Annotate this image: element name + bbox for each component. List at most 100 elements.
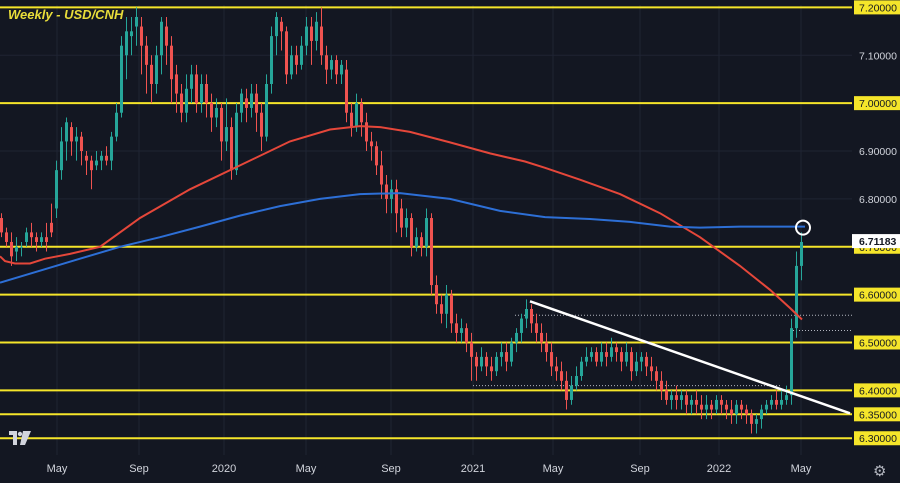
- price-tick-label: 6.50000: [859, 338, 897, 350]
- time-tick-label: Sep: [381, 463, 401, 475]
- candle-body-64: [320, 26, 323, 56]
- candle-body-118: [590, 352, 593, 357]
- price-tick-label: 6.90000: [859, 146, 897, 158]
- candle-136: [680, 390, 683, 410]
- candle-21: [105, 146, 108, 166]
- candle-body-56: [280, 21, 283, 32]
- candle-133: [665, 380, 668, 405]
- candle-62: [310, 16, 313, 65]
- candle-65: [325, 45, 328, 84]
- candle-body-65: [325, 55, 328, 70]
- price-label-bg-7: [854, 335, 900, 350]
- candle-body-141: [705, 404, 708, 410]
- candle-17: [85, 151, 88, 175]
- candle-75: [375, 141, 378, 175]
- time-tick-label: May: [296, 463, 317, 475]
- candle-body-16: [80, 136, 83, 152]
- candle-74: [370, 131, 373, 161]
- candle-body-10: [50, 222, 53, 233]
- candle-140: [700, 395, 703, 420]
- chart-title: Weekly - USD/CNH: [8, 7, 124, 22]
- candle-body-17: [85, 155, 88, 161]
- candle-28: [140, 16, 143, 75]
- candle-135: [675, 385, 678, 410]
- candle-body-134: [670, 395, 673, 400]
- time-tick-label: Sep: [129, 463, 149, 475]
- candle-83: [415, 227, 418, 252]
- candle-56: [280, 16, 283, 51]
- time-axis[interactable]: May Sep 2020 May Sep 2021 May Sep 2022 May: [0, 455, 852, 483]
- candle-body-24: [120, 45, 123, 113]
- candle-9: [45, 222, 48, 252]
- candle-142: [710, 399, 713, 420]
- candle-body-20: [100, 155, 103, 161]
- candle-body-63: [315, 21, 318, 41]
- candle-59: [295, 45, 298, 75]
- candle-15: [75, 127, 78, 161]
- candle-body-100: [500, 352, 503, 357]
- candle-body-156: [780, 399, 783, 405]
- candle-128: [640, 352, 643, 372]
- candle-body-15: [75, 136, 78, 142]
- candle-64: [320, 7, 323, 65]
- candle-145: [725, 399, 728, 420]
- candle-124: [620, 347, 623, 372]
- time-tick-label: May: [543, 463, 564, 475]
- candle-body-74: [370, 141, 373, 147]
- candle-body-27: [135, 16, 138, 27]
- candle-141: [705, 395, 708, 420]
- candle-body-51: [255, 93, 258, 113]
- candle-88: [440, 294, 443, 324]
- price-tick-label: 7.00000: [859, 98, 897, 110]
- candle-55: [275, 12, 278, 56]
- candle-body-34: [170, 45, 173, 80]
- candle-23: [115, 103, 118, 142]
- time-tick-label: 2020: [212, 463, 236, 475]
- candle-body-159: [795, 265, 798, 329]
- candle-body-157: [785, 395, 788, 400]
- candle-31: [155, 45, 158, 94]
- candle-body-82: [410, 218, 413, 247]
- candle-body-89: [445, 294, 448, 314]
- candle-body-144: [720, 399, 723, 405]
- candle-body-123: [615, 347, 618, 353]
- candle-body-53: [265, 83, 268, 137]
- candle-111: [555, 356, 558, 381]
- candle-5: [25, 227, 28, 247]
- candle-body-128: [640, 356, 643, 362]
- candle-body-44: [220, 107, 223, 142]
- candle-body-135: [675, 395, 678, 400]
- candle-132: [660, 371, 663, 400]
- candle-body-5: [25, 232, 28, 242]
- candle-58: [290, 45, 293, 80]
- candle-body-122: [610, 347, 613, 357]
- candle-54: [270, 26, 273, 94]
- tradingview-logo-icon[interactable]: [9, 431, 31, 445]
- candle-89: [445, 285, 448, 329]
- candle-86: [430, 213, 433, 295]
- candle-106: [530, 304, 533, 333]
- candle-body-54: [270, 36, 273, 84]
- price-axis[interactable]: 7.200007.100007.000006.900006.800006.700…: [852, 0, 900, 483]
- candle-94: [470, 332, 473, 381]
- settings-gear-icon[interactable]: ⚙: [873, 462, 887, 480]
- candle-body-151: [755, 419, 758, 424]
- candle-body-85: [425, 218, 428, 247]
- candle-body-160: [800, 241, 803, 266]
- candle-146: [730, 399, 733, 424]
- candle-113: [565, 371, 568, 410]
- candle-130: [650, 356, 653, 381]
- candle-body-3: [15, 246, 18, 252]
- price-label-bg-9: [854, 407, 900, 422]
- candle-body-36: [180, 93, 183, 113]
- candle-42: [210, 93, 213, 132]
- candle-116: [580, 356, 583, 381]
- descending-trendline: [529, 300, 851, 415]
- candle-body-32: [160, 21, 163, 56]
- candle-117: [585, 347, 588, 367]
- candle-body-55: [275, 16, 278, 37]
- candle-69: [345, 60, 348, 123]
- price-label-bg-0: [854, 0, 900, 15]
- candle-body-104: [520, 318, 523, 333]
